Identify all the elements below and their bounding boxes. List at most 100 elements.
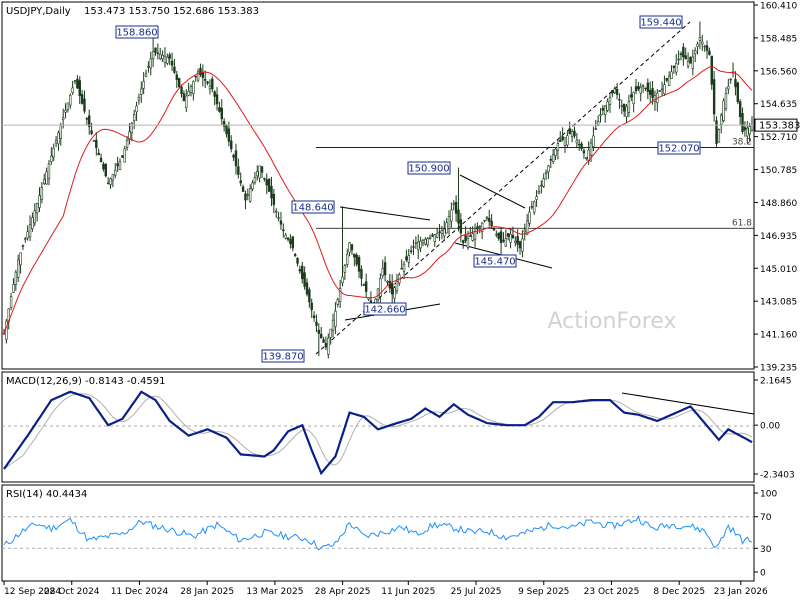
candle-body: [419, 240, 422, 249]
candle-body: [523, 229, 526, 233]
candle-body: [402, 263, 406, 272]
candle-body: [663, 84, 666, 95]
annotation-label: 150.900: [408, 164, 449, 175]
candle-body: [151, 51, 155, 60]
candle-body: [26, 231, 29, 239]
candle-body: [518, 241, 522, 249]
candle-body: [204, 79, 207, 81]
candle-body: [50, 155, 53, 162]
candle-body: [435, 233, 439, 238]
candle-body: [334, 310, 337, 327]
candle-body: [618, 99, 621, 101]
candle-body: [490, 220, 493, 227]
candle-body: [428, 237, 432, 240]
annotation-label: 148.640: [292, 203, 333, 214]
candle-body: [163, 55, 167, 63]
candle-body: [549, 159, 552, 161]
candle-body: [111, 174, 115, 181]
candle-body: [128, 131, 131, 140]
candle-body: [514, 240, 517, 243]
candle-body: [71, 87, 74, 93]
candle-body: [355, 254, 358, 265]
candle-body: [686, 60, 690, 67]
candle-body: [672, 65, 676, 68]
moving-average-line: [3, 66, 753, 334]
candle-body: [246, 194, 250, 196]
candle-body: [275, 210, 278, 213]
candle-body: [260, 166, 264, 173]
candle-body: [405, 256, 408, 261]
candle-body: [362, 284, 365, 286]
candle-body: [592, 135, 595, 147]
candle-body: [194, 75, 197, 78]
candle-body: [175, 74, 178, 80]
candle-body: [471, 233, 474, 241]
candle-body: [660, 88, 664, 91]
candle-body: [19, 252, 22, 266]
candle-body: [364, 281, 368, 292]
candle-body: [658, 90, 661, 92]
candle-body: [601, 107, 605, 111]
candle-body: [301, 265, 304, 280]
macd-tick-label: 0.00: [760, 422, 780, 432]
candle-body: [298, 269, 302, 272]
candle-body: [154, 47, 157, 53]
candle-body: [256, 171, 259, 177]
candle-body: [506, 233, 510, 237]
candle-body: [637, 85, 640, 90]
candle-body: [267, 179, 271, 192]
price-tick-label: 143.085: [760, 298, 797, 308]
candle-body: [575, 139, 579, 144]
candle-body: [156, 52, 160, 54]
candle-body: [589, 142, 593, 156]
candle-body: [540, 184, 543, 187]
candle-body: [582, 150, 586, 154]
candle-body: [106, 182, 110, 185]
candle-body: [409, 250, 413, 252]
candle-body: [222, 121, 226, 127]
candle-body: [473, 231, 477, 240]
price-tick-label: 150.785: [760, 166, 797, 176]
candle-body: [537, 191, 541, 194]
candle-body: [710, 55, 713, 85]
candle-body: [270, 185, 273, 199]
candle-body: [104, 164, 107, 177]
candle-body: [99, 157, 103, 163]
candle-body: [533, 201, 536, 213]
candle-body: [675, 62, 678, 73]
candle-body: [90, 130, 93, 134]
candle-body: [644, 87, 647, 89]
candle-body: [696, 43, 699, 47]
candle-body: [528, 211, 531, 224]
candle-body: [173, 66, 176, 73]
candle-body: [199, 67, 202, 75]
candle-body: [417, 241, 420, 251]
candle-body: [722, 100, 725, 121]
fib-label: 38.2: [732, 138, 752, 148]
candle-body: [317, 329, 321, 334]
candle-body: [464, 235, 467, 241]
candle-body: [400, 268, 403, 270]
candle-body: [743, 127, 747, 131]
candle-body: [724, 93, 728, 109]
candle-body: [159, 53, 162, 59]
candle-body: [746, 127, 749, 137]
x-tick-label: 28 Jan 2025: [180, 587, 234, 597]
candle-body: [414, 242, 418, 244]
candle-body: [469, 235, 472, 237]
annotation-box: [657, 141, 701, 155]
price-annotations: 158.860 148.640 142.660 139.870 150.900 145.4…: [115, 15, 701, 363]
candle-body: [641, 85, 645, 87]
candle-body: [14, 271, 18, 285]
annotation-label: 145.470: [474, 257, 515, 268]
candle-body: [343, 265, 347, 273]
x-tick-label: 28 Oct 2024: [44, 587, 100, 597]
candle-body: [632, 92, 635, 105]
candle-body: [693, 50, 697, 55]
candle-body: [73, 80, 77, 82]
price-tick-label: 154.635: [760, 100, 797, 110]
candle-body: [530, 206, 534, 208]
x-tick-label: 28 Apr 2025: [315, 587, 371, 597]
candle-body: [630, 94, 633, 98]
